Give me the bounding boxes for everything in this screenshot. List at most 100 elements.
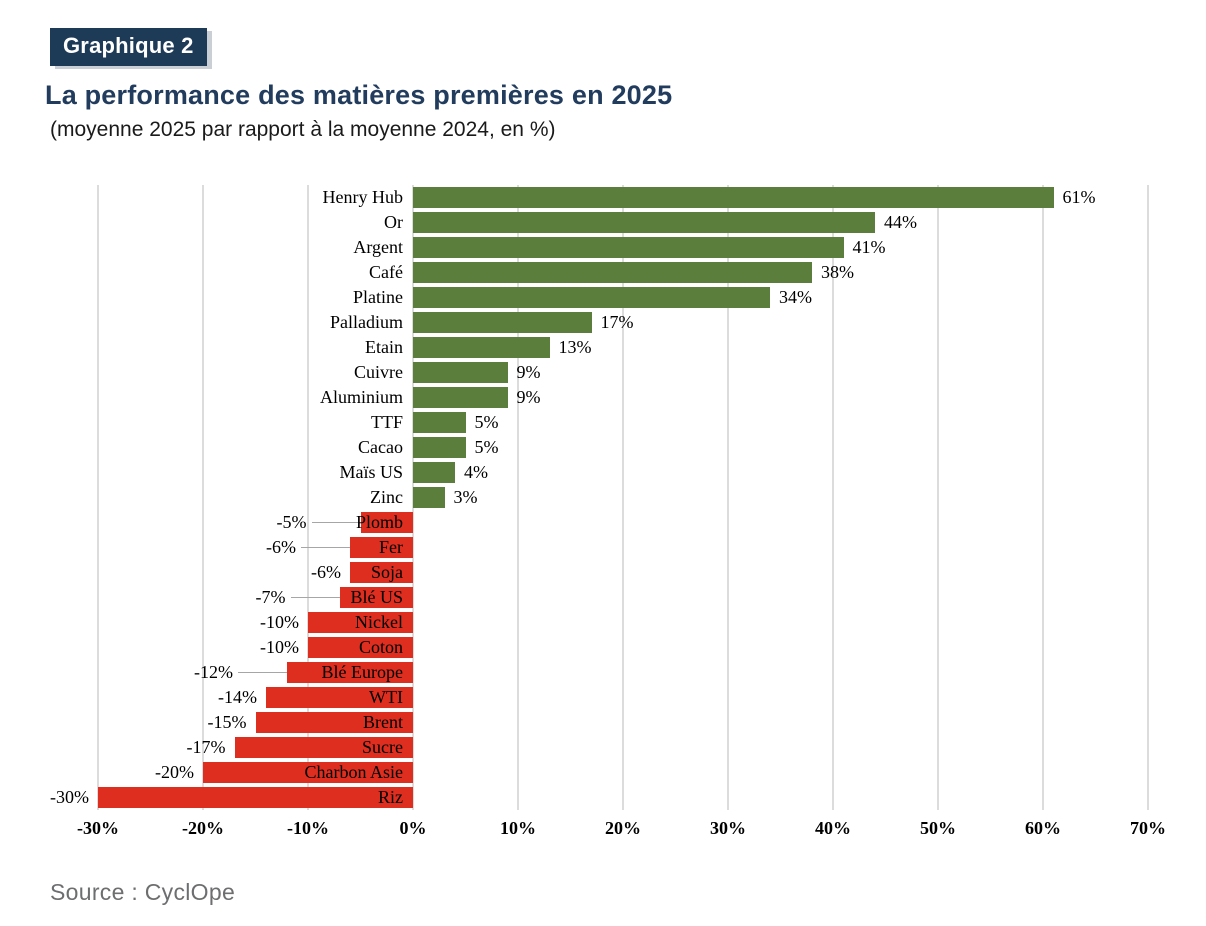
x-tick-10: 10% bbox=[500, 818, 536, 838]
category-label-platine: Platine bbox=[353, 287, 403, 307]
gridline--10 bbox=[307, 185, 309, 810]
value-label-plomb: -5% bbox=[276, 512, 307, 532]
value-label-ble-europe: -12% bbox=[194, 662, 233, 682]
bar-ttf bbox=[413, 412, 466, 433]
gridline-70 bbox=[1147, 185, 1149, 810]
value-label-nickel: -10% bbox=[260, 612, 299, 632]
source-caption: Source : CyclOpe bbox=[50, 879, 236, 905]
bar-plomb bbox=[360, 512, 413, 533]
x-tick-20: 20% bbox=[605, 818, 641, 838]
gridline-10 bbox=[517, 185, 519, 810]
category-label-mais-us: Maïs US bbox=[339, 462, 403, 482]
category-label-brent: Brent bbox=[363, 712, 403, 732]
value-label-cacao: 5% bbox=[474, 437, 499, 457]
bar-cuivre bbox=[413, 362, 508, 383]
category-label-aluminium: Aluminium bbox=[319, 387, 403, 407]
x-tick-40: 40% bbox=[815, 818, 851, 838]
value-label-palladium: 17% bbox=[600, 312, 634, 332]
bar-etain bbox=[413, 337, 550, 358]
chart-plot: Henry Hub 61% Or 44% Argent 41% Café 38% Platine… bbox=[50, 185, 1149, 810]
bar-aluminium bbox=[413, 387, 508, 408]
category-label-cacao: Cacao bbox=[358, 437, 403, 457]
bar-ble-europe bbox=[287, 662, 413, 683]
gridline--30 bbox=[97, 185, 99, 810]
category-label-ble-europe: Blé Europe bbox=[321, 662, 403, 682]
category-label-palladium: Palladium bbox=[330, 312, 403, 332]
value-label-platine: 34% bbox=[779, 287, 812, 307]
gridline-20 bbox=[622, 185, 624, 810]
x-tick--30: -30% bbox=[77, 818, 119, 838]
x-axis: -30% -20% -10% 0% 10% 20% 30% 40% 50% 60% 70% bbox=[77, 818, 1166, 844]
gridline-60 bbox=[1042, 185, 1044, 810]
leader-line-ble-europe bbox=[238, 672, 287, 673]
category-label-riz: Riz bbox=[378, 787, 403, 807]
gridline-40 bbox=[832, 185, 834, 810]
value-label-coton: -10% bbox=[260, 637, 299, 657]
value-label-argent: 41% bbox=[852, 237, 886, 257]
chart-subtitle: (moyenne 2025 par rapport à la moyenne 2… bbox=[50, 118, 556, 141]
gridline--20 bbox=[202, 185, 204, 810]
category-label-soja: Soja bbox=[370, 562, 403, 582]
bar-soja bbox=[350, 562, 413, 583]
value-label-zinc: 3% bbox=[453, 487, 478, 507]
bar-nickel bbox=[308, 612, 413, 633]
value-label-fer: -6% bbox=[266, 537, 296, 557]
value-label-ble-us: -7% bbox=[255, 587, 286, 607]
x-tick--20: -20% bbox=[182, 818, 224, 838]
category-label-fer: Fer bbox=[379, 537, 403, 557]
graphique-badge: Graphique 2 bbox=[50, 28, 207, 66]
category-label-ble-us: Blé US bbox=[350, 587, 403, 607]
category-label-plomb: Plomb bbox=[355, 512, 403, 532]
bar-ble-us bbox=[339, 587, 413, 608]
bar-platine bbox=[413, 287, 770, 308]
category-label-coton: Coton bbox=[358, 637, 403, 657]
value-label-cafe: 38% bbox=[821, 262, 854, 282]
category-label-or: Or bbox=[384, 212, 403, 232]
value-label-sucre: -17% bbox=[186, 737, 226, 757]
category-label-cafe: Café bbox=[369, 262, 403, 282]
value-label-ttf: 5% bbox=[474, 412, 499, 432]
bar-brent bbox=[255, 712, 413, 733]
bar-fer bbox=[350, 537, 413, 558]
category-label-etain: Etain bbox=[365, 337, 403, 357]
value-label-aluminium: 9% bbox=[516, 387, 541, 407]
bar-or bbox=[413, 212, 875, 233]
x-tick-60: 60% bbox=[1025, 818, 1061, 838]
value-label-charbon-asie: -20% bbox=[155, 762, 194, 782]
value-label-brent: -15% bbox=[207, 712, 247, 732]
bar-mais-us bbox=[413, 462, 455, 483]
category-label-zinc: Zinc bbox=[370, 487, 403, 507]
category-label-henry-hub: Henry Hub bbox=[322, 187, 403, 207]
value-label-riz: -30% bbox=[50, 787, 89, 807]
bar-coton bbox=[308, 637, 413, 658]
category-label-sucre: Sucre bbox=[362, 737, 403, 757]
bar-zinc bbox=[413, 487, 445, 508]
category-label-cuivre: Cuivre bbox=[354, 362, 403, 382]
value-label-or: 44% bbox=[884, 212, 917, 232]
value-label-cuivre: 9% bbox=[516, 362, 541, 382]
value-label-mais-us: 4% bbox=[464, 462, 488, 482]
bar-henry-hub bbox=[413, 187, 1054, 208]
category-label-ttf: TTF bbox=[370, 412, 403, 432]
x-tick-30: 30% bbox=[710, 818, 746, 838]
category-label-wti: WTI bbox=[369, 687, 403, 707]
bar-cacao bbox=[413, 437, 466, 458]
bar-cafe bbox=[413, 262, 812, 283]
x-tick-0: 0% bbox=[399, 818, 427, 838]
chart-title: La performance des matières premières en… bbox=[45, 80, 673, 110]
bar-sucre bbox=[234, 737, 413, 758]
category-label-charbon-asie: Charbon Asie bbox=[304, 762, 404, 782]
gridline-30 bbox=[727, 185, 729, 810]
bar-riz bbox=[98, 787, 413, 808]
leader-line-plomb bbox=[311, 522, 361, 523]
value-label-henry-hub: 61% bbox=[1062, 187, 1096, 207]
value-label-etain: 13% bbox=[558, 337, 592, 357]
value-label-soja: -6% bbox=[311, 562, 341, 582]
leader-line-ble-us bbox=[290, 597, 340, 598]
x-tick-50: 50% bbox=[920, 818, 956, 838]
bar-charbon-asie bbox=[203, 762, 413, 783]
x-tick-70: 70% bbox=[1130, 818, 1166, 838]
bar-argent bbox=[413, 237, 844, 258]
category-label-nickel: Nickel bbox=[355, 612, 403, 632]
